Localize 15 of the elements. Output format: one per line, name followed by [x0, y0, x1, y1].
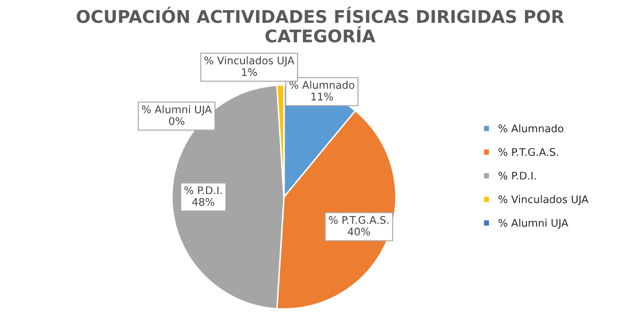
slice-label: % Vinculados UJA	[204, 56, 294, 66]
data-label: 40%	[348, 228, 370, 236]
category-label: % Alumni UJA	[142, 105, 212, 116]
legend-label: % P.D.I.	[498, 172, 536, 180]
text: 0%	[169, 117, 184, 125]
legend-label: % Alumni UJA	[498, 218, 568, 229]
data-label: 48%	[192, 198, 214, 206]
legend-label: % Alumnado	[498, 124, 564, 132]
legend-label: % P.T.G.A.S.	[498, 148, 558, 156]
data-label: 11%	[311, 92, 333, 100]
slice-label: % P.D.I.	[184, 186, 222, 194]
legend-label: % Vinculados UJA	[498, 195, 588, 206]
slice-label: % P.T.G.A.S.	[328, 216, 388, 224]
chart-title: OCUPACIÓN ACTIVIDADES FÍSICAS DIRIGIDAS POR CATEGORÍA	[76, 6, 564, 43]
data-label: 1%	[242, 68, 257, 76]
